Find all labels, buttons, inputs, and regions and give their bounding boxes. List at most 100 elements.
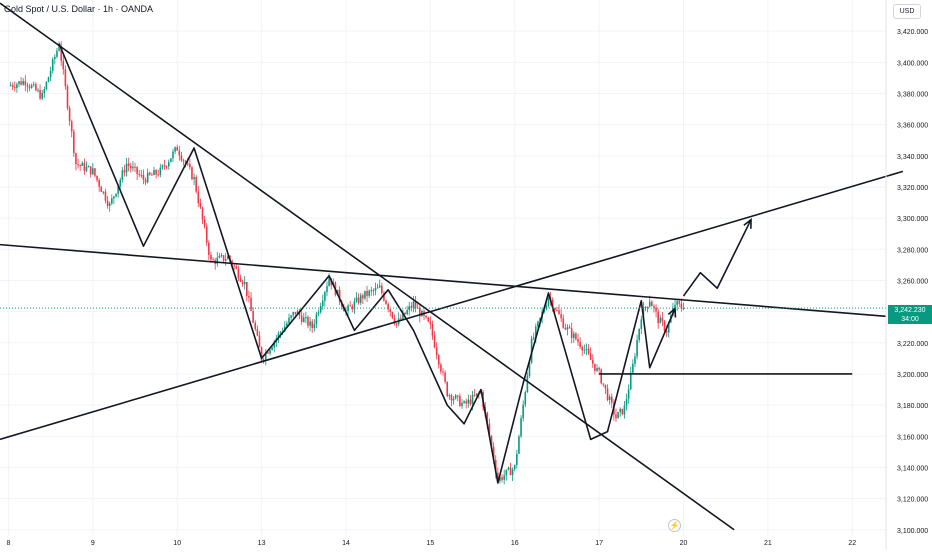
price-tick-label: 3,220.000 [897, 341, 928, 348]
candle [389, 308, 392, 317]
candle-body [18, 81, 20, 85]
candle-body [49, 70, 52, 78]
candle [351, 304, 354, 313]
candle [241, 279, 244, 287]
candle [313, 319, 316, 332]
candle-body [461, 402, 463, 407]
candle-body [246, 281, 248, 297]
candle-body [678, 301, 681, 304]
candle [324, 290, 326, 307]
trendline-descending-resistance[interactable] [0, 2, 735, 531]
time-tick-label: 22 [848, 540, 856, 547]
candle-body [389, 309, 392, 313]
trendline-upper-resistance[interactable] [0, 243, 887, 318]
candle [383, 290, 385, 303]
candle-body [210, 254, 212, 260]
candle-body [267, 352, 269, 354]
candle [604, 384, 607, 395]
candle-body [170, 158, 172, 163]
candle-body [243, 281, 246, 285]
price-axis[interactable]: 3,420.000 3,400.000 3,380.000 3,360.000 3,34… [897, 29, 928, 535]
candle [11, 82, 14, 91]
candle [13, 81, 16, 92]
candle [248, 290, 250, 303]
candle-body [138, 173, 141, 175]
candle-body [644, 307, 647, 309]
candle [16, 82, 18, 93]
candle-body [351, 306, 354, 310]
candle [311, 319, 314, 333]
candle-body [604, 384, 607, 389]
candle-body [163, 165, 166, 167]
candle [467, 394, 470, 408]
zigzag-swing-path[interactable] [58, 43, 676, 484]
candle-body [634, 356, 636, 364]
currency-button[interactable]: USD [893, 4, 921, 19]
lightning-bolt-icon[interactable]: ⚡ [668, 519, 681, 532]
candle [446, 381, 449, 398]
candle [418, 303, 421, 323]
candle [51, 57, 54, 74]
candle [302, 312, 305, 323]
candle [127, 157, 130, 172]
candle [307, 315, 309, 329]
candle [260, 346, 263, 363]
candle-body [520, 418, 522, 437]
candle-body [402, 312, 404, 320]
candle-body [374, 287, 377, 291]
candle-body [581, 346, 584, 351]
candle-body [96, 175, 98, 181]
trendline-rising-support[interactable] [0, 170, 904, 441]
time-tick-label: 20 [680, 540, 688, 547]
candle-body [353, 301, 356, 310]
candle-body [205, 226, 208, 243]
candle [505, 469, 508, 481]
candle [315, 311, 318, 328]
candle-body [189, 163, 191, 168]
candle-body [311, 321, 314, 329]
candle-body [680, 303, 683, 309]
candle-body [524, 392, 527, 405]
candle-body [585, 348, 588, 350]
candle [594, 363, 596, 375]
drawings[interactable] [0, 2, 904, 531]
candle-body [111, 198, 113, 204]
candle-body [294, 312, 297, 314]
candle [212, 257, 214, 261]
candle [111, 194, 113, 206]
candle-body [355, 297, 358, 302]
candle-body [621, 408, 624, 415]
candle-body [513, 465, 516, 470]
candle-body [564, 327, 567, 330]
candle [646, 306, 649, 313]
candle-body [558, 310, 560, 315]
candle-body [579, 341, 581, 347]
candle-body [659, 317, 662, 324]
candle-body [60, 46, 62, 61]
candle-body [463, 401, 465, 403]
candle [132, 161, 134, 172]
candle-body [404, 312, 406, 315]
candle [66, 84, 69, 111]
candle [159, 163, 162, 178]
candle-body [286, 323, 288, 327]
candle [73, 129, 75, 157]
candle-body [651, 301, 653, 307]
candle-body [127, 163, 130, 166]
candle-body [102, 191, 105, 193]
candle-body [47, 77, 50, 82]
candle-body [608, 396, 611, 401]
candle [349, 301, 351, 307]
candle-body [43, 89, 46, 94]
candle [58, 41, 60, 52]
candle [146, 168, 149, 184]
candle-body [471, 394, 474, 405]
candle [18, 80, 20, 88]
candle [199, 198, 202, 210]
projection-path[interactable] [682, 219, 752, 297]
symbol-title[interactable]: Gold Spot / U.S. Dollar · 1h · OANDA [4, 4, 154, 14]
time-axis[interactable]: 8 9 10 13 14 15 16 17 20 21 22 [6, 540, 856, 547]
candle [615, 408, 617, 422]
